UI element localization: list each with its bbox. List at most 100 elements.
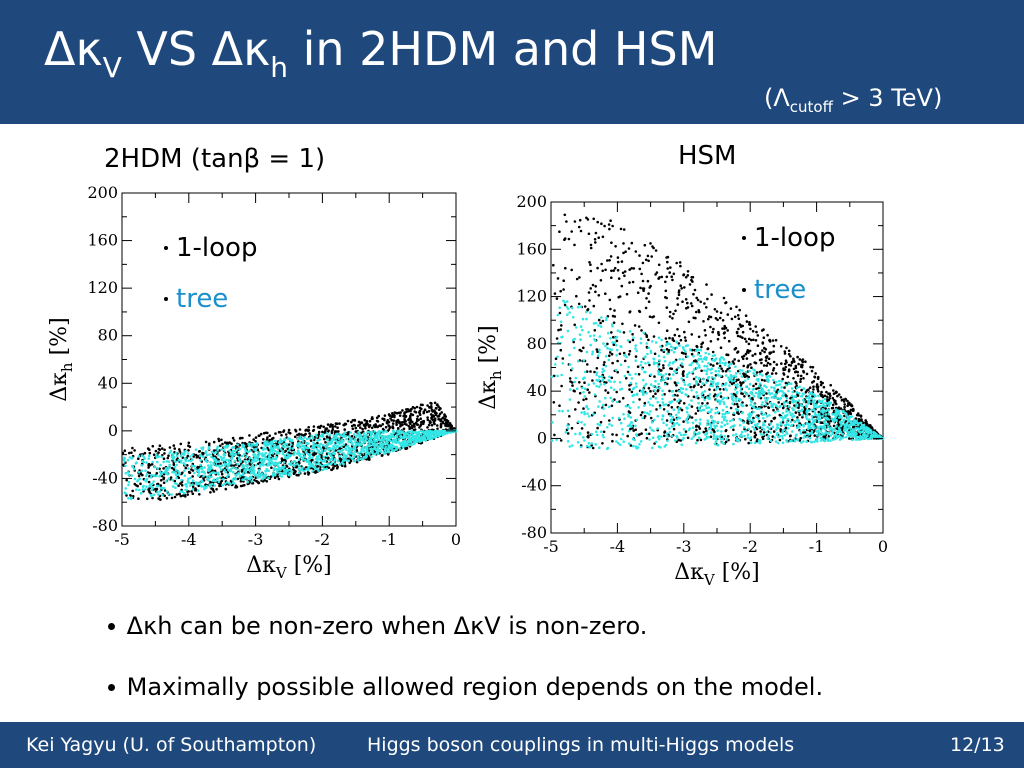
point-1-loop (627, 353, 631, 356)
point-1-loop (212, 440, 216, 444)
point-1-loop (426, 426, 429, 429)
point-1-loop (672, 418, 676, 422)
point-1-loop (593, 329, 597, 332)
point-1-loop (615, 433, 618, 437)
point-1-loop (796, 416, 799, 419)
point-1-loop (636, 365, 640, 369)
point-tree (702, 378, 705, 381)
point-1-loop (695, 310, 698, 314)
point-tree (835, 424, 838, 428)
point-1-loop (745, 404, 748, 407)
point-tree (589, 334, 592, 338)
point-1-loop (173, 447, 176, 450)
point-1-loop (798, 358, 802, 361)
point-1-loop (354, 430, 358, 433)
point-1-loop (683, 336, 687, 339)
point-1-loop (672, 272, 676, 276)
point-1-loop (767, 357, 771, 361)
point-1-loop (736, 314, 740, 317)
point-1-loop (813, 434, 816, 437)
point-1-loop (593, 370, 596, 374)
point-1-loop (849, 403, 852, 407)
point-1-loop (749, 363, 752, 366)
point-1-loop (640, 329, 643, 332)
point-1-loop (770, 419, 773, 423)
point-1-loop (616, 269, 620, 272)
point-1-loop (236, 477, 240, 481)
point-1-loop (758, 358, 762, 362)
point-1-loop (788, 401, 792, 405)
point-1-loop (381, 423, 385, 426)
point-tree (742, 426, 746, 429)
point-1-loop (684, 298, 688, 301)
point-tree (603, 382, 606, 386)
point-tree (691, 370, 694, 374)
point-1-loop (595, 367, 599, 370)
point-1-loop (804, 390, 808, 394)
point-1-loop (812, 388, 815, 391)
point-1-loop (566, 432, 570, 435)
point-1-loop (802, 377, 805, 380)
point-1-loop (439, 407, 442, 410)
point-tree (704, 404, 707, 407)
point-1-loop (760, 369, 763, 373)
point-1-loop (697, 310, 701, 314)
point-1-loop (721, 319, 725, 322)
point-1-loop (321, 445, 325, 449)
point-tree (579, 338, 582, 341)
point-1-loop (163, 494, 166, 498)
point-1-loop (835, 391, 838, 394)
point-1-loop (662, 364, 665, 367)
point-1-loop (594, 290, 597, 294)
point-1-loop (588, 261, 591, 264)
point-1-loop (260, 446, 263, 450)
point-1-loop (718, 387, 722, 391)
point-1-loop (123, 449, 127, 453)
point-1-loop (432, 420, 436, 424)
point-1-loop (785, 394, 788, 398)
point-1-loop (625, 292, 629, 296)
point-1-loop (363, 424, 366, 428)
point-1-loop (715, 310, 719, 313)
point-1-loop (750, 366, 753, 370)
point-1-loop (606, 391, 610, 395)
point-1-loop (626, 370, 630, 374)
point-1-loop (209, 480, 212, 484)
point-1-loop (699, 300, 702, 304)
point-1-loop (646, 279, 650, 283)
point-1-loop (391, 425, 395, 428)
point-1-loop (683, 330, 686, 334)
point-1-loop (567, 237, 571, 241)
point-tree (699, 418, 702, 421)
point-1-loop (173, 495, 177, 499)
point-tree (579, 305, 583, 309)
point-1-loop (387, 413, 391, 416)
point-1-loop (706, 297, 709, 301)
point-tree (774, 410, 777, 414)
point-1-loop (656, 389, 660, 392)
cutoff-part: > 3 TeV) (832, 84, 943, 112)
point-tree (741, 369, 744, 372)
point-1-loop (772, 369, 775, 372)
point-1-loop (787, 349, 791, 353)
point-tree (660, 435, 663, 439)
point-1-loop (560, 324, 563, 327)
point-1-loop (604, 292, 607, 296)
point-1-loop (692, 385, 695, 389)
point-tree (595, 371, 599, 375)
point-1-loop (819, 392, 822, 396)
point-1-loop (148, 451, 152, 455)
point-1-loop (628, 388, 631, 391)
point-1-loop (610, 331, 613, 334)
point-tree (721, 415, 724, 419)
point-1-loop (241, 484, 244, 488)
point-1-loop (612, 269, 615, 272)
point-1-loop (745, 340, 748, 343)
point-1-loop (647, 338, 650, 342)
point-1-loop (254, 436, 258, 439)
point-1-loop (668, 310, 672, 314)
point-1-loop (654, 249, 658, 252)
point-1-loop (323, 437, 326, 441)
point-1-loop (577, 302, 581, 306)
